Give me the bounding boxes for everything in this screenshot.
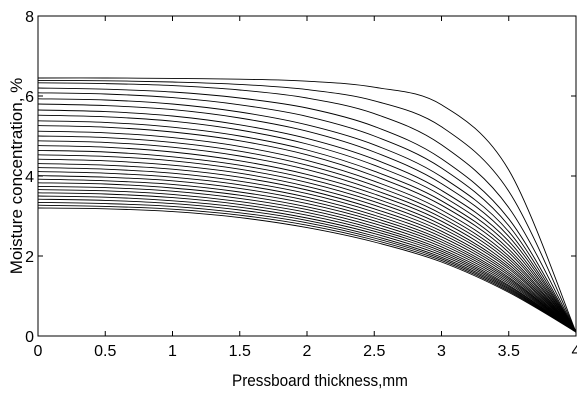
series-line-14 (37, 140, 577, 333)
series-line-1 (37, 77, 577, 333)
series-line-17 (37, 154, 577, 333)
x-tick-label: 2.5 (363, 343, 385, 360)
y-axis-tick-labels: 0 2 4 6 8 (25, 9, 34, 346)
axis-ticks (37, 15, 577, 337)
y-axis-label: Moisture concentration, % (7, 78, 26, 275)
series-line-9 (37, 114, 577, 333)
series-line-32 (37, 207, 577, 333)
series-line-10 (37, 120, 577, 333)
x-tick-label: 1 (168, 343, 177, 360)
series-line-15 (37, 145, 577, 333)
series-line-18 (37, 158, 577, 333)
y-tick-label: 8 (25, 9, 34, 26)
series-line-23 (37, 178, 577, 333)
series-line-4 (37, 87, 577, 333)
series-line-22 (37, 175, 577, 333)
series-line-7 (37, 103, 577, 333)
series-line-31 (37, 204, 577, 333)
y-tick-label: 0 (25, 329, 34, 346)
series-line-19 (37, 163, 577, 333)
series-line-25 (37, 185, 577, 333)
series-line-20 (37, 167, 577, 333)
y-tick-label: 2 (25, 249, 34, 266)
series-line-21 (37, 171, 577, 333)
series-line-3 (37, 82, 577, 333)
x-tick-label: 3 (437, 343, 446, 360)
x-axis-label: Pressboard thickness,mm (232, 371, 408, 390)
series-line-11 (37, 125, 577, 333)
x-tick-label: 2 (303, 343, 312, 360)
x-tick-label: 3.5 (498, 343, 520, 360)
y-tick-label: 4 (25, 169, 34, 186)
series-line-27 (37, 192, 577, 333)
series-line-13 (37, 135, 577, 333)
series-lines (37, 77, 577, 333)
series-line-8 (37, 109, 577, 333)
series-line-2 (37, 79, 577, 333)
series-line-6 (37, 98, 577, 333)
series-line-30 (37, 201, 577, 333)
y-tick-label: 6 (25, 89, 34, 106)
series-line-12 (37, 130, 577, 333)
plot-area-frame (37, 15, 577, 337)
series-line-28 (37, 195, 577, 333)
x-tick-label: 1.5 (229, 343, 251, 360)
series-line-29 (37, 198, 577, 333)
series-line-26 (37, 189, 577, 333)
x-axis-tick-labels: 0 0.5 1 1.5 2 2.5 3 3.5 4 (34, 343, 577, 360)
x-tick-label: 0.5 (94, 343, 116, 360)
series-line-24 (37, 182, 577, 333)
series-line-5 (37, 92, 577, 333)
x-tick-label: 4 (572, 343, 577, 360)
x-tick-label: 0 (34, 343, 43, 360)
series-line-16 (37, 149, 577, 333)
